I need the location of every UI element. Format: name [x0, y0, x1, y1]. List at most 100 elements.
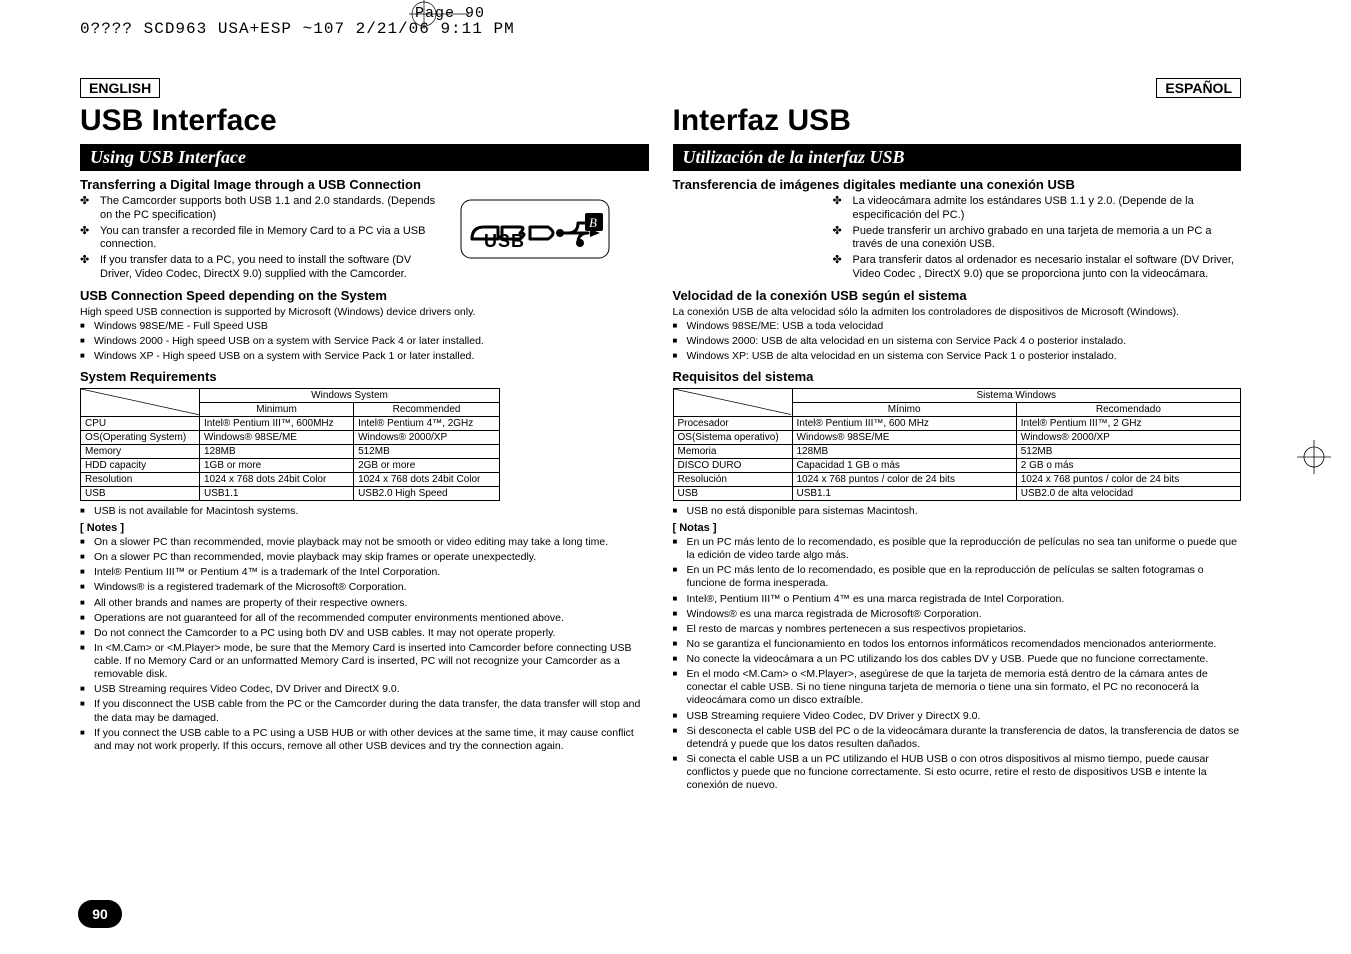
table-row: OS(Operating System)Windows® 98SE/MEWind…	[81, 430, 500, 444]
table-row: Memoria128MB512MB	[673, 444, 1241, 458]
speed-left-0: Windows 98SE/ME - Full Speed USB	[80, 320, 649, 333]
speed-right-2: Windows XP: USB de alta velocidad en un …	[673, 350, 1242, 363]
table-row: ProcesadorIntel® Pentium III™, 600 MHzIn…	[673, 416, 1241, 430]
notes-label-right: [ Notas ]	[673, 522, 1242, 534]
table-row: USBUSB1.1USB2.0 de alta velocidad	[673, 486, 1241, 500]
note-left-1: On a slower PC than recommended, movie p…	[80, 551, 649, 564]
column-spanish: Interfaz USB Utilización de la interfaz …	[661, 100, 1242, 794]
after-table-left: USB is not available for Macintosh syste…	[80, 505, 649, 518]
note-right-7: En el modo <M.Cam> o <M.Player>, asegúre…	[673, 668, 1242, 707]
registration-mark	[1297, 440, 1331, 474]
speed-intro-right: La conexión USB de alta velocidad sólo l…	[673, 306, 1242, 318]
sub2-right: Velocidad de la conexión USB según el si…	[673, 288, 1242, 303]
note-right-0: En un PC más lento de lo recomendado, es…	[673, 536, 1242, 562]
note-right-2: Intel®, Pentium III™ o Pentium 4™ es una…	[673, 593, 1242, 606]
sub3-left: System Requirements	[80, 369, 649, 384]
bullet-icon: ✤	[80, 254, 92, 282]
speed-right-0: Windows 98SE/ME: USB a toda velocidad	[673, 320, 1242, 333]
th-sys-left: Windows System	[200, 388, 500, 402]
note-right-4: El resto de marcas y nombres pertenecen …	[673, 623, 1242, 636]
lang-spanish: ESPAÑOL	[1156, 78, 1241, 98]
title-left: USB Interface	[80, 104, 649, 138]
after-table-right: USB no está disponible para sistemas Mac…	[673, 505, 1242, 518]
note-left-2: Intel® Pentium III™ or Pentium 4™ is a t…	[80, 566, 649, 579]
columns: USB Interface Using USB Interface Transf…	[80, 100, 1241, 794]
intro-right-2: Para transferir datos al ordenador es ne…	[853, 254, 1242, 282]
speed-list-right: Windows 98SE/ME: USB a toda velocidad Wi…	[673, 320, 1242, 363]
intro-left-1: You can transfer a recorded file in Memo…	[100, 225, 440, 253]
after-table-left-text: USB is not available for Macintosh syste…	[80, 505, 649, 518]
crop-mark-icon	[409, 0, 469, 29]
note-left-0: On a slower PC than recommended, movie p…	[80, 536, 649, 549]
sub2-left: USB Connection Speed depending on the Sy…	[80, 288, 649, 303]
after-table-right-text: USB no está disponible para sistemas Mac…	[673, 505, 1242, 518]
sub3-right: Requisitos del sistema	[673, 369, 1242, 384]
note-left-3: Windows® is a registered trademark of th…	[80, 581, 649, 594]
note-right-5: No se garantiza el funcionamiento en tod…	[673, 638, 1242, 651]
bullet-icon: ✤	[80, 225, 92, 253]
th-min-left: Minimum	[200, 402, 354, 416]
registration-mark-icon	[1297, 440, 1331, 474]
diag-cell	[673, 388, 792, 416]
table-row: Memory128MB512MB	[81, 444, 500, 458]
speed-right-1: Windows 2000: USB de alta velocidad en u…	[673, 335, 1242, 348]
note-left-6: Do not connect the Camcorder to a PC usi…	[80, 627, 649, 640]
note-right-10: Si conecta el cable USB a un PC utilizan…	[673, 753, 1242, 792]
spec-table-right: Sistema Windows Mínimo Recomendado Proce…	[673, 388, 1242, 501]
section-right: Utilización de la interfaz USB	[673, 144, 1242, 171]
page-number-badge: 90	[78, 900, 122, 928]
svg-text:B: B	[589, 215, 597, 230]
table-row: DISCO DUROCapacidad 1 GB o más2 GB o más	[673, 458, 1241, 472]
note-right-9: Si desconecta el cable USB del PC o de l…	[673, 725, 1242, 751]
table-row: USBUSB1.1USB2.0 High Speed	[81, 486, 500, 500]
language-row: ENGLISH ESPAÑOL	[80, 78, 1241, 100]
table-row: OS(Sistema operativo)Windows® 98SE/MEWin…	[673, 430, 1241, 444]
note-left-10: If you connect the USB cable to a PC usi…	[80, 727, 649, 753]
note-right-8: USB Streaming requiere Video Codec, DV D…	[673, 710, 1242, 723]
note-left-7: In <M.Cam> or <M.Player> mode, be sure t…	[80, 642, 649, 681]
usb-logo-icon: USB B	[460, 199, 610, 264]
column-english: USB Interface Using USB Interface Transf…	[80, 100, 661, 794]
notes-left: On a slower PC than recommended, movie p…	[80, 536, 649, 753]
bullet-icon: ✤	[80, 195, 92, 223]
intro-left-0: The Camcorder supports both USB 1.1 and …	[100, 195, 440, 223]
notes-right: En un PC más lento de lo recomendado, es…	[673, 536, 1242, 792]
speed-list-left: Windows 98SE/ME - Full Speed USB Windows…	[80, 320, 649, 363]
bullet-icon: ✤	[833, 195, 845, 223]
note-left-5: Operations are not guaranteed for all of…	[80, 612, 649, 625]
th-min-right: Mínimo	[792, 402, 1016, 416]
table-row: CPUIntel® Pentium III™, 600MHzIntel® Pen…	[81, 416, 500, 430]
intro-left-2: If you transfer data to a PC, you need t…	[100, 254, 440, 282]
diag-cell	[81, 388, 200, 416]
title-right: Interfaz USB	[673, 104, 1242, 138]
table-row: HDD capacity1GB or more2GB or more	[81, 458, 500, 472]
section-left: Using USB Interface	[80, 144, 649, 171]
bullet-icon: ✤	[833, 254, 845, 282]
th-sys-right: Sistema Windows	[792, 388, 1241, 402]
intro-right-1: Puede transferir un archivo grabado en u…	[853, 225, 1242, 253]
note-left-8: USB Streaming requires Video Codec, DV D…	[80, 683, 649, 696]
intro-right-0: La videocámara admite los estándares USB…	[853, 195, 1242, 223]
note-right-6: No conecte la videocámara a un PC utiliz…	[673, 653, 1242, 666]
lang-english: ENGLISH	[80, 78, 160, 98]
speed-left-1: Windows 2000 - High speed USB on a syste…	[80, 335, 649, 348]
intro-bullets-right: ✤ La videocámara admite los estándares US…	[833, 195, 1242, 282]
sub1-left: Transferring a Digital Image through a U…	[80, 177, 649, 192]
intro-bullets-left: ✤ The Camcorder supports both USB 1.1 and…	[80, 195, 440, 282]
print-header: 0???? SCD963 USA+ESP ~107 2/21/06 9:11 P…	[80, 20, 1241, 38]
table-row: Resolución1024 x 768 puntos / color de 2…	[673, 472, 1241, 486]
th-rec-right: Recomendado	[1016, 402, 1240, 416]
speed-intro-left: High speed USB connection is supported b…	[80, 306, 649, 318]
note-left-9: If you disconnect the USB cable from the…	[80, 698, 649, 724]
bullet-icon: ✤	[833, 225, 845, 253]
speed-left-2: Windows XP - High speed USB on a system …	[80, 350, 649, 363]
note-left-4: All other brands and names are property …	[80, 597, 649, 610]
table-row: Resolution1024 x 768 dots 24bit Color102…	[81, 472, 500, 486]
note-right-1: En un PC más lento de lo recomendado, es…	[673, 564, 1242, 590]
spec-table-left: Windows System Minimum Recommended CPUIn…	[80, 388, 500, 501]
sub1-right: Transferencia de imágenes digitales medi…	[673, 177, 1242, 192]
note-right-3: Windows® es una marca registrada de Micr…	[673, 608, 1242, 621]
page-root: 0???? SCD963 USA+ESP ~107 2/21/06 9:11 P…	[0, 0, 1351, 954]
th-rec-left: Recommended	[354, 402, 500, 416]
intro-row-left: ✤ The Camcorder supports both USB 1.1 and…	[80, 195, 649, 282]
